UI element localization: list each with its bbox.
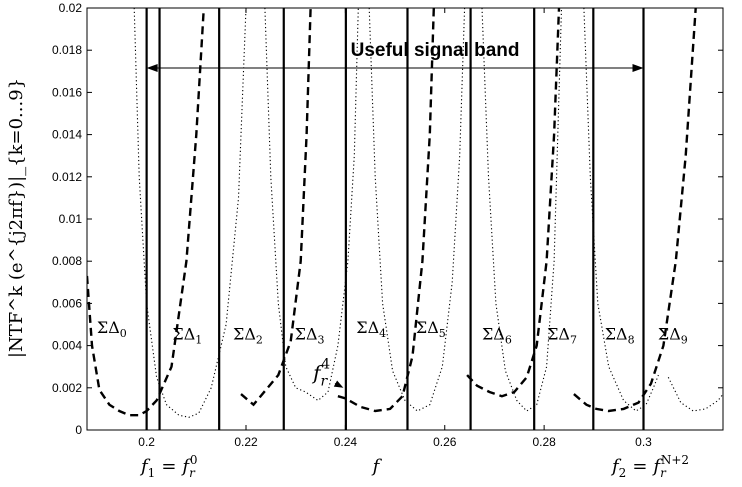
y-tick-label-4: 0.008 xyxy=(52,254,82,268)
x-axis-label: f xyxy=(371,456,383,477)
x-axis-ticks: 0.2 0.22 0.24 0.26 0.28 0.3 xyxy=(138,8,652,449)
dotted-curve-3 xyxy=(481,8,563,412)
y-tick-label-2: 0.004 xyxy=(52,339,82,353)
dashed-curve-2 xyxy=(337,8,435,413)
dotted-curve-5 xyxy=(667,377,723,412)
band-label: Useful signal band xyxy=(351,40,520,61)
useful-signal-band: Useful signal band xyxy=(146,40,644,72)
subband-label-0: ΣΔ0 xyxy=(97,318,127,340)
dotted-curve-1 xyxy=(264,8,359,402)
y-tick-label-6: 0.012 xyxy=(52,170,82,184)
dashed-curve-4 xyxy=(573,8,697,413)
y-tick-label-1: 0.002 xyxy=(52,381,82,395)
dashed-curve-3 xyxy=(466,8,561,398)
subband-label-8: ΣΔ8 xyxy=(605,324,635,346)
x-tick-label-0: 0.2 xyxy=(138,435,155,449)
dotted-curve-4 xyxy=(583,8,659,412)
band-arrow-head-right xyxy=(632,64,644,72)
fr4-sub: r xyxy=(320,373,328,389)
dotted-curve-2 xyxy=(368,8,466,412)
y-tick-label-8: 0.016 xyxy=(52,85,82,99)
subband-label-4: ΣΔ4 xyxy=(356,318,386,340)
y-tick-label-5: 0.01 xyxy=(59,212,83,226)
x-tick-label-5: 0.3 xyxy=(635,435,652,449)
fr4-annotation: fr4 xyxy=(311,356,344,389)
y-tick-label-9: 0.018 xyxy=(52,43,82,57)
x-tick-label-2: 0.24 xyxy=(334,435,358,449)
subband-boundaries xyxy=(145,8,645,430)
plot-frame xyxy=(86,7,724,431)
y-tick-label-3: 0.006 xyxy=(52,296,82,310)
y-tick-label-10: 0.02 xyxy=(59,1,83,15)
y-axis-ticks: 0 0.002 0.004 0.006 0.008 0.01 0.012 0.014 0.016… xyxy=(52,1,723,437)
svg-text:fr4: fr4 xyxy=(311,356,330,389)
x-tick-label-4: 0.28 xyxy=(532,435,556,449)
band-arrow-head-left xyxy=(146,64,158,72)
y-tick-label-0: 0 xyxy=(75,423,82,437)
subband-label-7: ΣΔ7 xyxy=(547,324,577,346)
dashed-series xyxy=(87,8,697,417)
dotted-curve-0 xyxy=(133,8,247,418)
fr4-sup: 4 xyxy=(321,356,330,372)
subband-label-3: ΣΔ3 xyxy=(295,324,325,346)
y-tick-label-7: 0.014 xyxy=(52,128,82,142)
fr4-arrowhead xyxy=(333,380,344,388)
subband-labels: ΣΔ0 ΣΔ1 ΣΔ2 ΣΔ3 ΣΔ4 ΣΔ5 ΣΔ6 ΣΔ7 ΣΔ8 ΣΔ9 xyxy=(97,318,688,346)
f2-label: f2 = frN+2 xyxy=(610,453,689,480)
dotted-series xyxy=(133,8,723,418)
x-tick-label-1: 0.22 xyxy=(234,435,258,449)
subband-label-5: ΣΔ5 xyxy=(416,318,446,340)
f1-label: f1 = fr0 xyxy=(139,453,197,480)
subband-label-9: ΣΔ9 xyxy=(658,324,688,346)
y-axis-label: |NTF^k (e^{j2πf})|_{k=0...9} xyxy=(6,78,27,358)
subband-label-6: ΣΔ6 xyxy=(482,324,512,346)
subband-label-2: ΣΔ2 xyxy=(233,324,263,346)
x-tick-label-3: 0.26 xyxy=(433,435,457,449)
dashed-curve-0 xyxy=(87,8,205,417)
subband-label-1: ΣΔ1 xyxy=(172,324,202,346)
